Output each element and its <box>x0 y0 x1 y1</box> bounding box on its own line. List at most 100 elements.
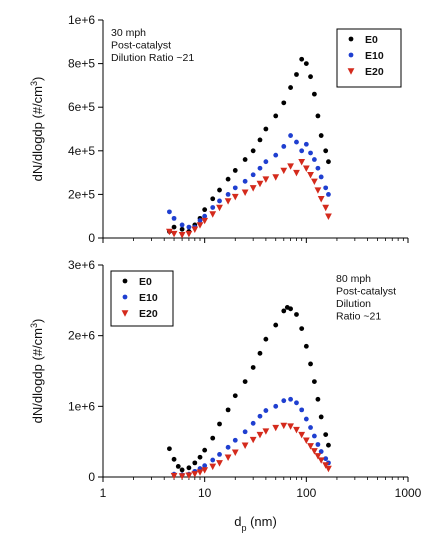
data-point <box>216 460 223 467</box>
data-point <box>263 126 269 132</box>
data-point <box>281 308 287 314</box>
legend-marker <box>347 68 355 75</box>
series-e20 <box>170 422 332 480</box>
data-point <box>303 61 309 66</box>
data-point <box>232 168 238 173</box>
data-point <box>287 423 294 430</box>
data-point <box>325 213 332 220</box>
y-tick-label: 4e+5 <box>68 144 95 158</box>
x-tick-label: 1 <box>100 486 107 500</box>
data-point <box>191 226 199 234</box>
data-point <box>191 471 199 478</box>
data-point <box>294 312 299 317</box>
y-tick-label: 6e+5 <box>68 100 95 114</box>
data-point <box>171 224 177 230</box>
data-point <box>242 178 248 184</box>
data-point <box>302 437 310 444</box>
data-point <box>263 408 269 413</box>
data-point <box>317 457 325 464</box>
data-point <box>311 91 317 97</box>
data-point <box>225 192 231 197</box>
data-point <box>273 322 279 328</box>
data-point <box>318 133 324 138</box>
series-e20 <box>166 158 332 239</box>
data-point <box>308 74 313 80</box>
data-point <box>231 449 239 457</box>
data-point <box>280 422 288 430</box>
y-tick-label: 3e+6 <box>68 258 95 272</box>
x-tick-label: 100 <box>296 486 316 500</box>
legend: E0 E10 E20 <box>110 270 174 327</box>
data-point <box>232 185 238 191</box>
data-point <box>196 469 204 476</box>
data-point <box>210 205 216 210</box>
data-point <box>167 209 172 215</box>
y-tick-label: 2e+6 <box>68 329 95 343</box>
data-point <box>299 407 305 413</box>
data-point <box>242 379 248 384</box>
data-point <box>288 85 293 90</box>
data-point <box>311 433 317 439</box>
data-point <box>323 185 329 191</box>
data-point <box>315 442 321 447</box>
data-point <box>167 446 172 452</box>
data-point <box>272 174 280 181</box>
data-point <box>201 467 209 474</box>
data-point <box>185 230 193 238</box>
data-point <box>257 137 263 143</box>
data-point <box>303 141 309 147</box>
y-tick-label: 8e+5 <box>68 57 95 71</box>
data-point <box>209 463 217 471</box>
data-point <box>318 449 324 454</box>
panel-1: 0 2e+5 4e+5 6e+5 8e+5 1e+6 dN/dlogdp (#/cm3) 30… <box>29 13 409 245</box>
annotation-line: Post-catalyst <box>336 286 396 298</box>
data-point <box>171 456 177 462</box>
data-point <box>299 326 305 331</box>
y-axis-title: dN/dlogdp (#/cm3) <box>29 77 45 182</box>
data-point <box>310 178 318 186</box>
data-point <box>170 230 178 238</box>
data-point <box>303 416 309 422</box>
annotation-line: Post-catalyst <box>111 40 171 52</box>
data-point <box>272 424 280 432</box>
data-point <box>293 169 300 177</box>
data-point <box>298 158 306 166</box>
legend-marker <box>122 294 128 300</box>
data-point <box>249 436 257 444</box>
data-point <box>186 465 192 471</box>
data-point <box>299 148 305 154</box>
annotation-line: Dilution Ratio ~21 <box>111 52 194 64</box>
data-point <box>314 453 322 460</box>
data-point <box>186 224 192 230</box>
data-point <box>315 113 321 119</box>
data-point <box>281 398 287 404</box>
data-point <box>294 400 299 406</box>
data-point <box>202 207 208 213</box>
data-point <box>242 157 248 162</box>
data-point <box>250 420 256 426</box>
data-point <box>250 365 256 370</box>
data-point <box>257 165 263 171</box>
data-point <box>202 213 208 219</box>
data-point <box>262 176 270 183</box>
data-point <box>175 464 181 469</box>
x-tick-label: 1000 <box>395 486 422 500</box>
series-e10 <box>171 396 331 478</box>
data-point <box>217 451 222 457</box>
data-point <box>242 429 248 435</box>
data-point <box>256 180 264 188</box>
y-axis-title: dN/dlogdp (#/cm3) <box>29 319 45 424</box>
data-point <box>225 407 231 413</box>
series-e10 <box>167 133 331 230</box>
data-point <box>196 222 204 229</box>
data-point <box>178 232 186 239</box>
x-tick-label: 10 <box>198 486 212 500</box>
legend-marker <box>122 278 128 284</box>
legend-label: E10 <box>365 50 384 62</box>
panel-2: 0 1e+6 2e+6 3e+6 1 10 100 1000 dN/dlogdp (#/cm3)… <box>29 258 422 500</box>
data-point <box>171 215 177 221</box>
legend-label: E0 <box>139 276 152 288</box>
data-point <box>185 472 193 479</box>
data-point <box>257 350 263 356</box>
